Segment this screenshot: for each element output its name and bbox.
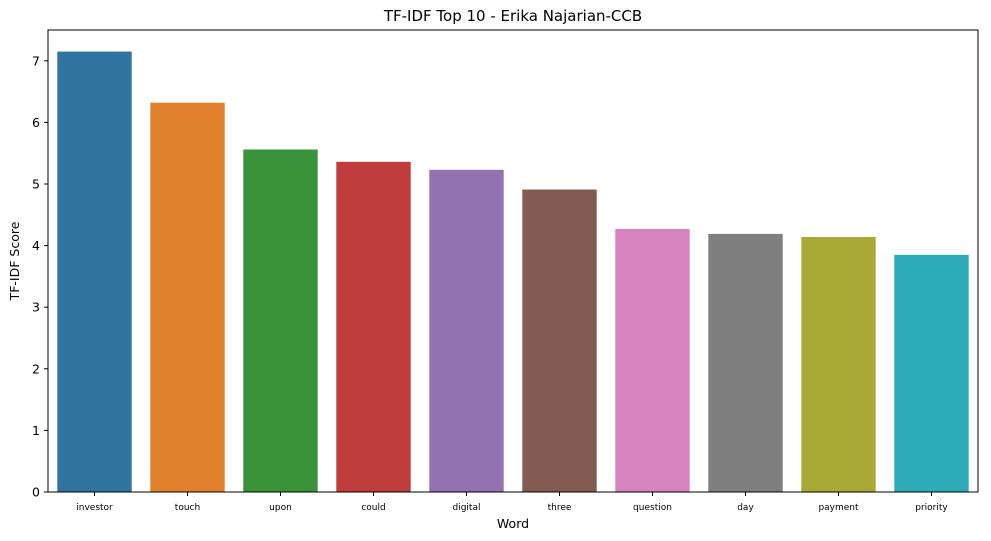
chart-title: TF-IDF Top 10 - Erika Najarian-CCB [383, 7, 642, 25]
x-tick-label: investor [76, 503, 113, 513]
x-axis-label: Word [497, 516, 529, 531]
bars-group [57, 51, 969, 493]
x-tick-label: question [633, 503, 672, 513]
y-tick-label: 4 [32, 238, 40, 253]
x-tick-label: day [737, 503, 754, 513]
bar-investor [57, 51, 132, 493]
bar-priority [894, 254, 969, 492]
y-tick-label: 5 [32, 177, 40, 192]
bar-day [708, 233, 783, 492]
x-axis: investor touch upon could digital three questi… [76, 492, 948, 513]
y-tick-label: 1 [32, 423, 40, 438]
bar-upon [243, 149, 318, 492]
bar-question [615, 228, 690, 492]
y-tick-label: 7 [32, 53, 40, 68]
x-tick-label: upon [269, 503, 292, 513]
x-tick-label: three [548, 503, 572, 513]
x-tick-label: payment [818, 503, 859, 513]
y-tick-label: 0 [32, 485, 40, 500]
bar-could [336, 161, 411, 492]
x-tick-label: priority [915, 503, 948, 513]
x-tick-label: touch [175, 503, 200, 513]
x-tick-label: digital [453, 503, 481, 513]
y-tick-label: 3 [32, 300, 40, 315]
bar-touch [150, 102, 225, 493]
y-axis-label: TF-IDF Score [7, 221, 22, 301]
y-tick-label: 2 [32, 361, 40, 376]
y-axis: 0 1 2 3 4 5 6 7 [32, 53, 48, 500]
bar-payment [801, 236, 876, 492]
bar-digital [429, 169, 504, 492]
plot-frame [47, 29, 979, 493]
bar-three [522, 189, 597, 492]
y-tick-label: 6 [32, 115, 40, 130]
x-tick-label: could [361, 503, 385, 513]
